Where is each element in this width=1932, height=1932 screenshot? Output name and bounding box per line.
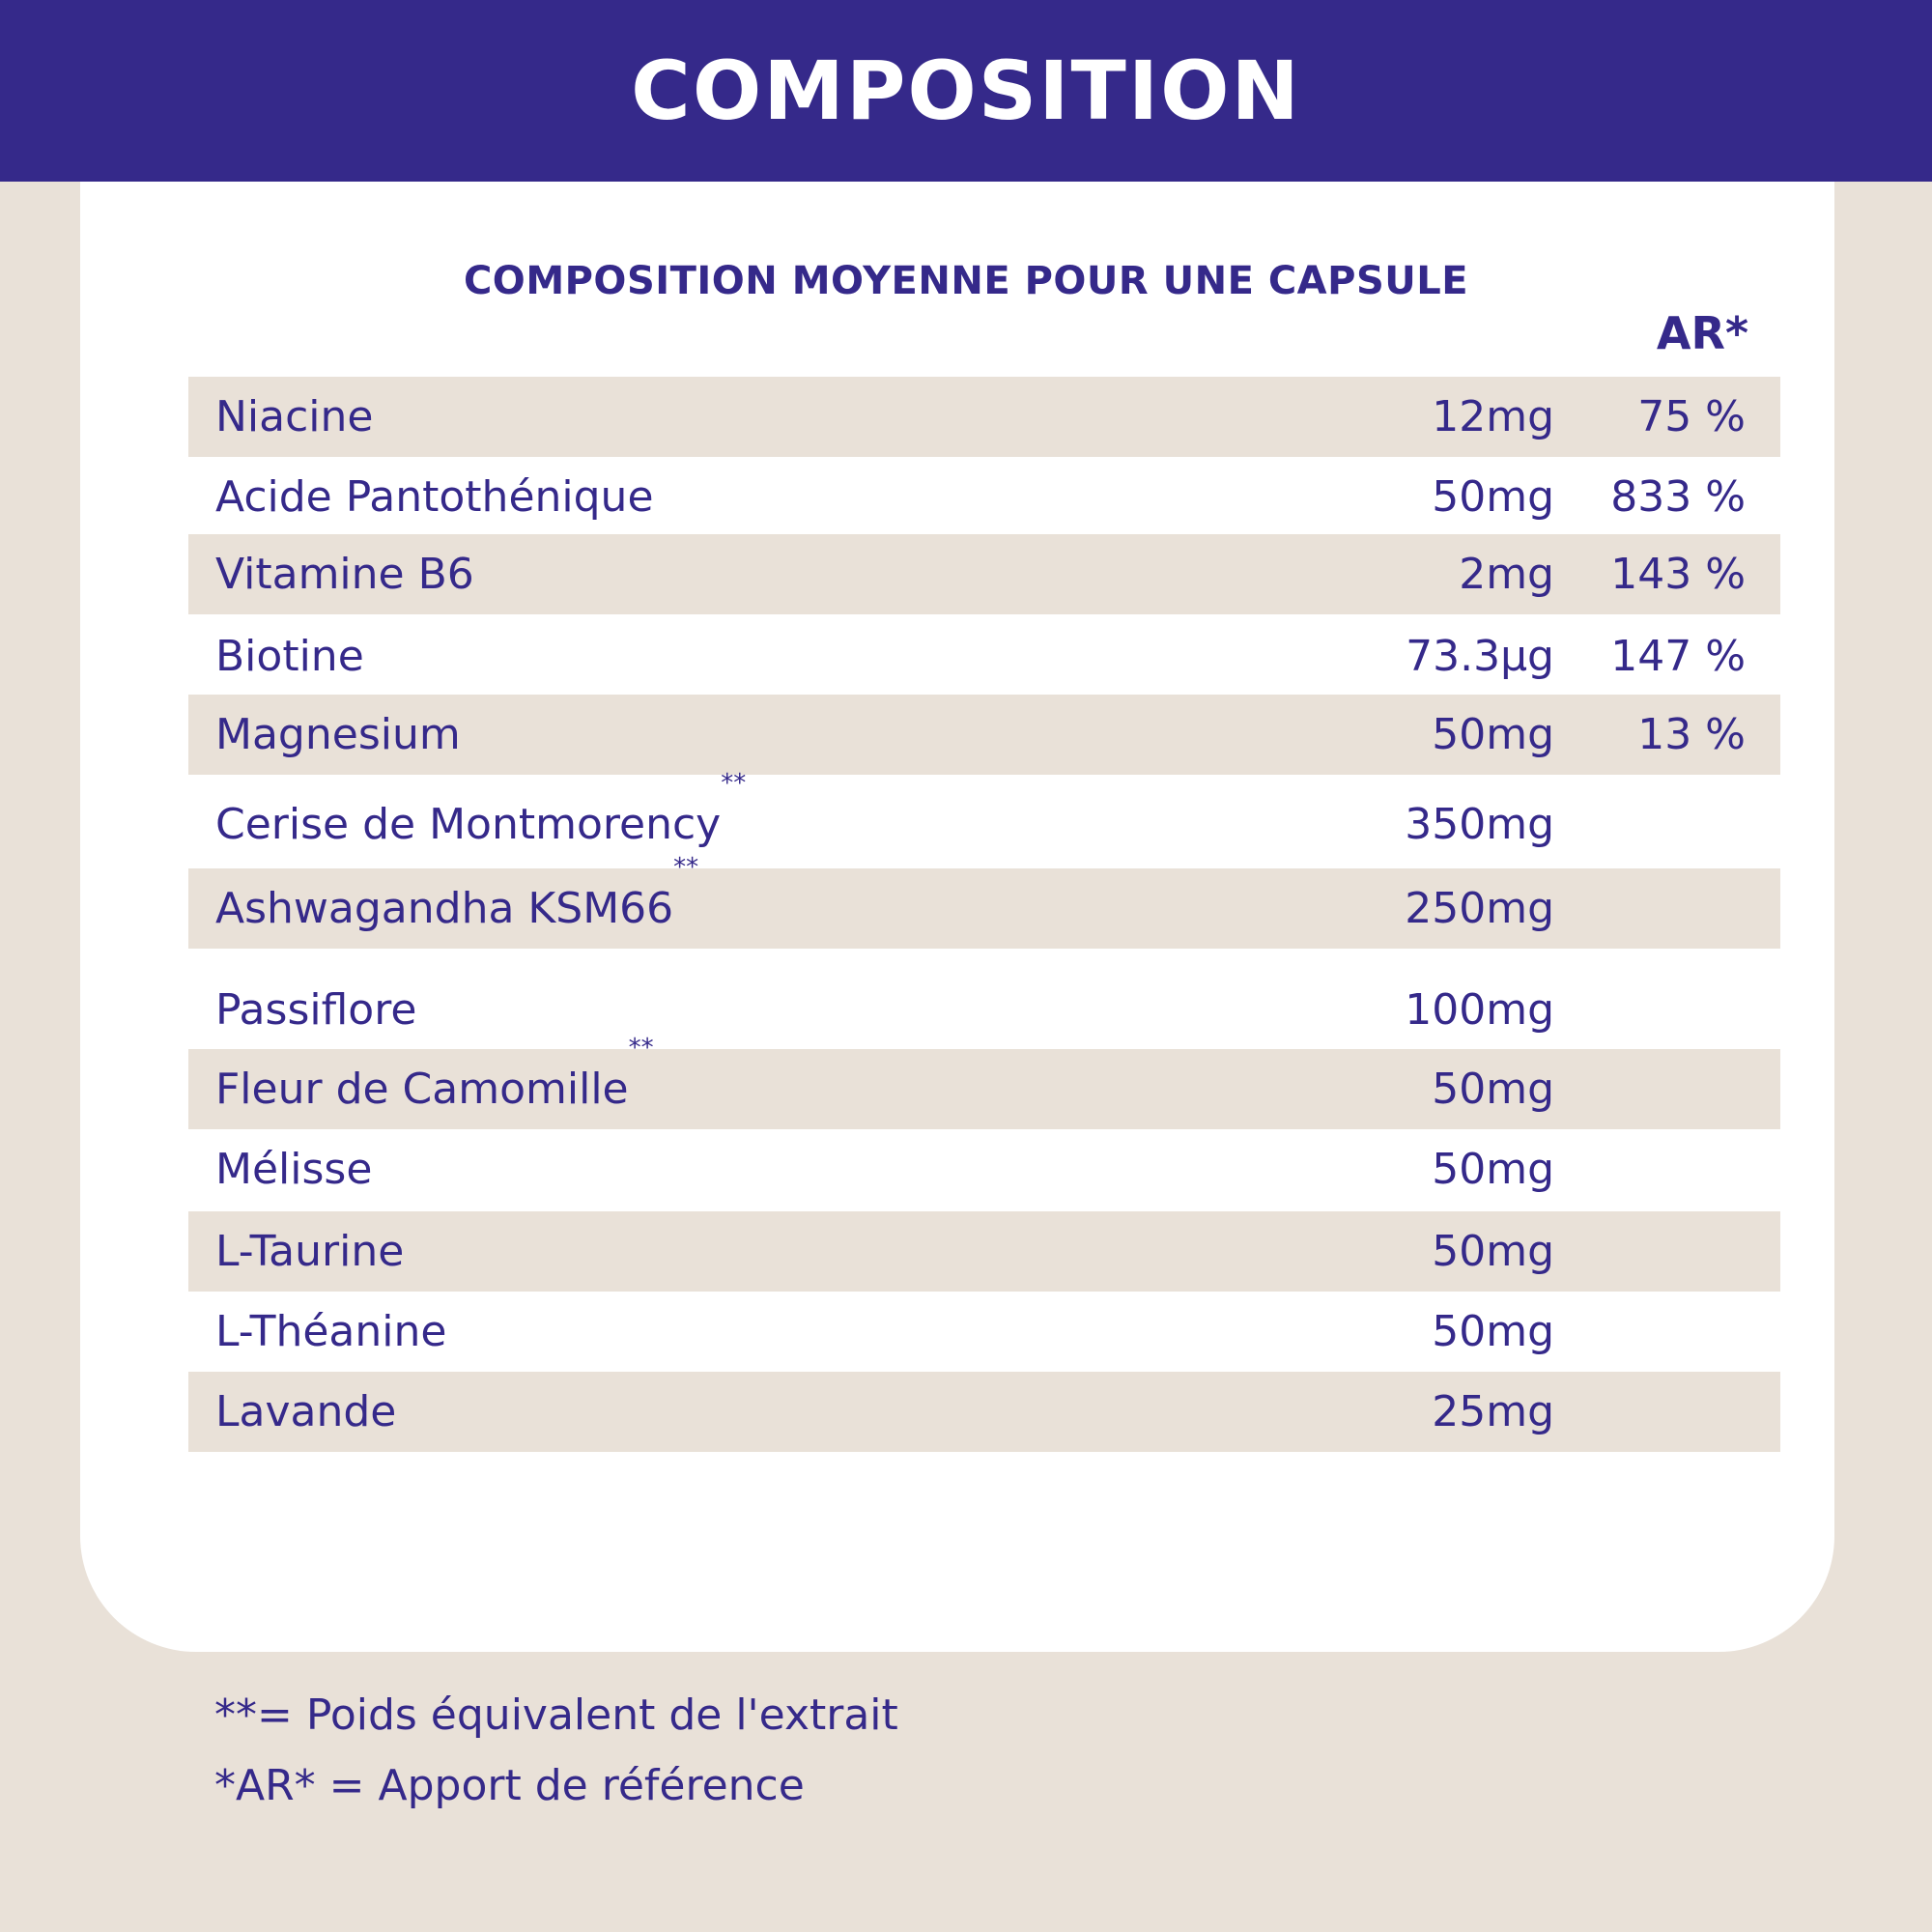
ingredient-ar: 147 %: [1610, 632, 1746, 681]
ingredient-amount: 73.3µg: [1406, 632, 1554, 681]
ingredient-name: Niacine: [215, 392, 374, 441]
ingredient-amount: 100mg: [1405, 985, 1554, 1035]
ingredient-name: Lavande: [215, 1387, 397, 1436]
table-row: Niacine 12mg 75 %: [188, 377, 1780, 457]
footnote-reference: *AR* = Apport de référence: [214, 1761, 805, 1810]
table-subtitle: COMPOSITION MOYENNE POUR UNE CAPSULE: [463, 259, 1469, 303]
table-row: Lavande 25mg: [188, 1372, 1780, 1452]
ingredient-ar: 143 %: [1610, 550, 1746, 599]
ingredient-name: L-Taurine: [215, 1227, 405, 1276]
table-row: Ashwagandha KSM66** 250mg: [188, 853, 1780, 949]
ingredient-amount: 50mg: [1432, 472, 1554, 522]
ingredient-amount: 25mg: [1432, 1387, 1554, 1436]
ingredient-name: Vitamine B6: [215, 550, 474, 599]
table-row: L-Théanine 50mg: [188, 1292, 1780, 1372]
ingredient-ar: [1579, 1372, 1746, 1452]
header-banner: COMPOSITION: [0, 0, 1932, 182]
table-row: Passiflore 100mg: [188, 970, 1780, 1050]
table-row: Cerise de Montmorency** 350mg: [188, 769, 1780, 865]
ar-column-header: AR*: [1656, 307, 1748, 359]
table-row: L-Taurine 50mg: [188, 1211, 1780, 1292]
ingredient-ar: 13 %: [1637, 710, 1746, 759]
ingredient-name: Ashwagandha KSM66**: [215, 853, 699, 933]
table-row: Magnesium 50mg 13 %: [188, 695, 1780, 775]
ingredient-amount: 50mg: [1432, 710, 1554, 759]
table-row: Acide Pantothénique 50mg 833 %: [188, 457, 1780, 537]
ingredient-ar: [1579, 970, 1746, 1050]
footnote-extract: **= Poids équivalent de l'extrait: [214, 1690, 898, 1740]
ingredient-name: Fleur de Camomille**: [215, 1034, 654, 1114]
table-row: Mélisse 50mg: [188, 1129, 1780, 1209]
ingredient-ar: 833 %: [1610, 472, 1746, 522]
ingredient-amount: 50mg: [1432, 1065, 1554, 1114]
ingredient-ar: [1579, 868, 1746, 949]
ingredient-name: Cerise de Montmorency**: [215, 769, 747, 849]
ingredient-ar: [1579, 1211, 1746, 1292]
ingredient-amount: 12mg: [1432, 392, 1554, 441]
page-title: COMPOSITION: [631, 43, 1301, 138]
ingredient-ar: [1579, 784, 1746, 865]
ingredient-name: L-Théanine: [215, 1307, 447, 1356]
ingredient-amount: 50mg: [1432, 1227, 1554, 1276]
ingredient-name: Biotine: [215, 632, 364, 681]
table-row: Vitamine B6 2mg 143 %: [188, 534, 1780, 614]
ingredient-amount: 50mg: [1432, 1145, 1554, 1194]
ingredient-name: Magnesium: [215, 710, 461, 759]
ingredient-name: Acide Pantothénique: [215, 472, 654, 522]
ingredient-ar: [1579, 1292, 1746, 1372]
ingredient-name: Mélisse: [215, 1145, 373, 1194]
ingredient-amount: 250mg: [1405, 884, 1554, 933]
ingredient-amount: 350mg: [1405, 800, 1554, 849]
ingredient-ar: [1579, 1129, 1746, 1209]
ingredient-amount: 2mg: [1459, 550, 1554, 599]
table-row: Fleur de Camomille** 50mg: [188, 1034, 1780, 1129]
ingredient-name: Passiflore: [215, 985, 417, 1035]
ingredient-ar: 75 %: [1637, 392, 1746, 441]
ingredient-amount: 50mg: [1432, 1307, 1554, 1356]
ingredient-ar: [1579, 1049, 1746, 1129]
table-row: Biotine 73.3µg 147 %: [188, 616, 1780, 696]
